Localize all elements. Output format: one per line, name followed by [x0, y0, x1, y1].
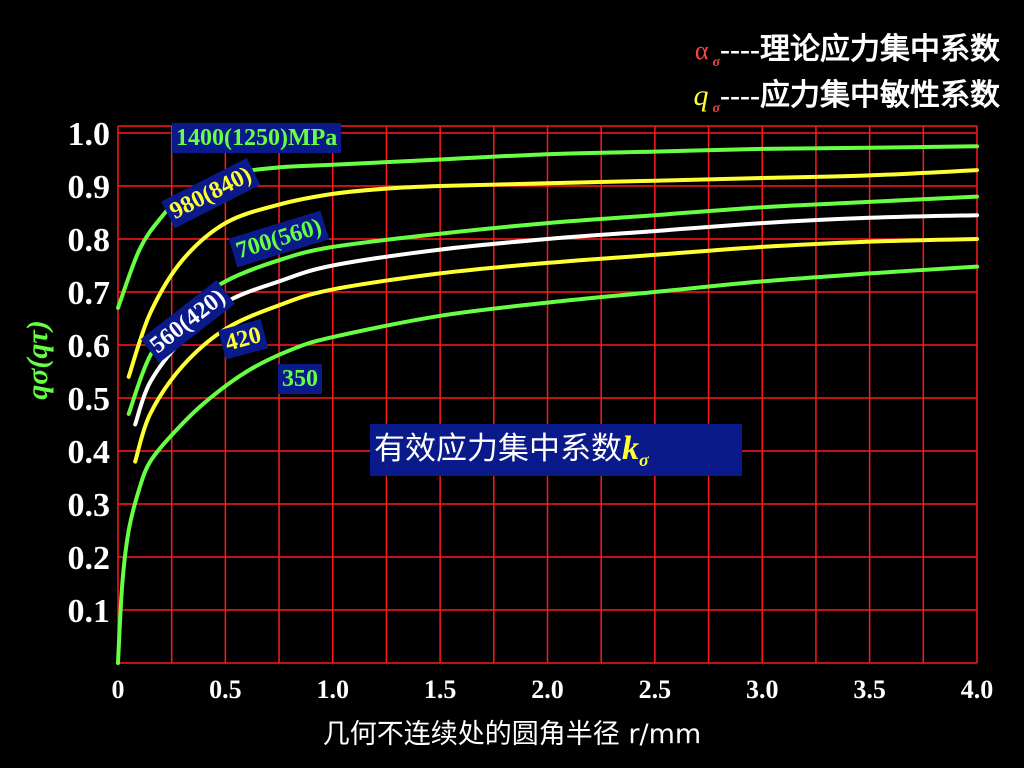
y-tick-label: 0.2	[68, 540, 111, 577]
x-axis-label: 几何不连续处的圆角半径 r/mm	[322, 719, 702, 750]
effective-factor-annotation: 有效应力集中系数kσ	[370, 424, 742, 476]
x-tick-label: 2.5	[639, 675, 672, 704]
alpha-text: ----理论应力集中系数	[720, 33, 1000, 66]
y-tick-label: 1.0	[68, 116, 111, 153]
series-label-1400: 1400(1250)MPa	[172, 123, 342, 153]
x-tick-label: 3.5	[853, 675, 886, 704]
y-tick-label: 0.3	[68, 487, 111, 524]
y-tick-label: 0.7	[68, 275, 111, 312]
x-tick-label: 3.0	[746, 675, 779, 704]
legend-alpha: α σ----理论应力集中系数	[695, 24, 1000, 71]
annotation-text: 有效应力集中系数	[374, 431, 622, 467]
y-axis-label: qσ(qτ)	[8, 300, 68, 420]
series-line-1	[126, 168, 979, 379]
x-tick-label: 0	[112, 675, 125, 704]
x-tick-label: 4.0	[961, 675, 994, 704]
y-tick-label: 0.8	[68, 222, 111, 259]
grid	[117, 125, 978, 664]
y-tick-label: 0.5	[68, 381, 111, 418]
y-tick-label: 0.4	[68, 434, 111, 471]
x-tick-labels: 0 0.5 1.0 1.5 2.0 2.5 3.0 3.5 4.0	[112, 675, 994, 704]
legend-q: q σ----应力集中敏性系数	[693, 70, 1000, 117]
q-symbol: q	[693, 79, 709, 112]
q-subscript: σ	[712, 101, 721, 116]
alpha-subscript: σ	[712, 55, 721, 70]
x-tick-label: 1.5	[424, 675, 457, 704]
k-subscript: σ	[639, 450, 649, 471]
series-line-4	[133, 237, 979, 464]
series-line-5	[116, 264, 979, 665]
y-axis-label-text: qσ(qτ)	[21, 320, 54, 400]
y-tick-labels: 0.1 0.2 0.3 0.4 0.5 0.6 0.7 0.8 0.9 1.0	[68, 116, 111, 630]
x-tick-label: 2.0	[531, 675, 564, 704]
x-tick-label: 1.0	[317, 675, 350, 704]
x-tick-label: 0.5	[209, 675, 242, 704]
series-label-350: 350	[278, 364, 322, 394]
y-tick-label: 0.6	[68, 328, 111, 365]
y-tick-label: 0.1	[68, 593, 111, 630]
y-tick-label: 0.9	[68, 169, 111, 206]
q-text: ----应力集中敏性系数	[720, 79, 1000, 112]
k-symbol: k	[622, 430, 639, 467]
alpha-symbol: α	[694, 36, 709, 65]
